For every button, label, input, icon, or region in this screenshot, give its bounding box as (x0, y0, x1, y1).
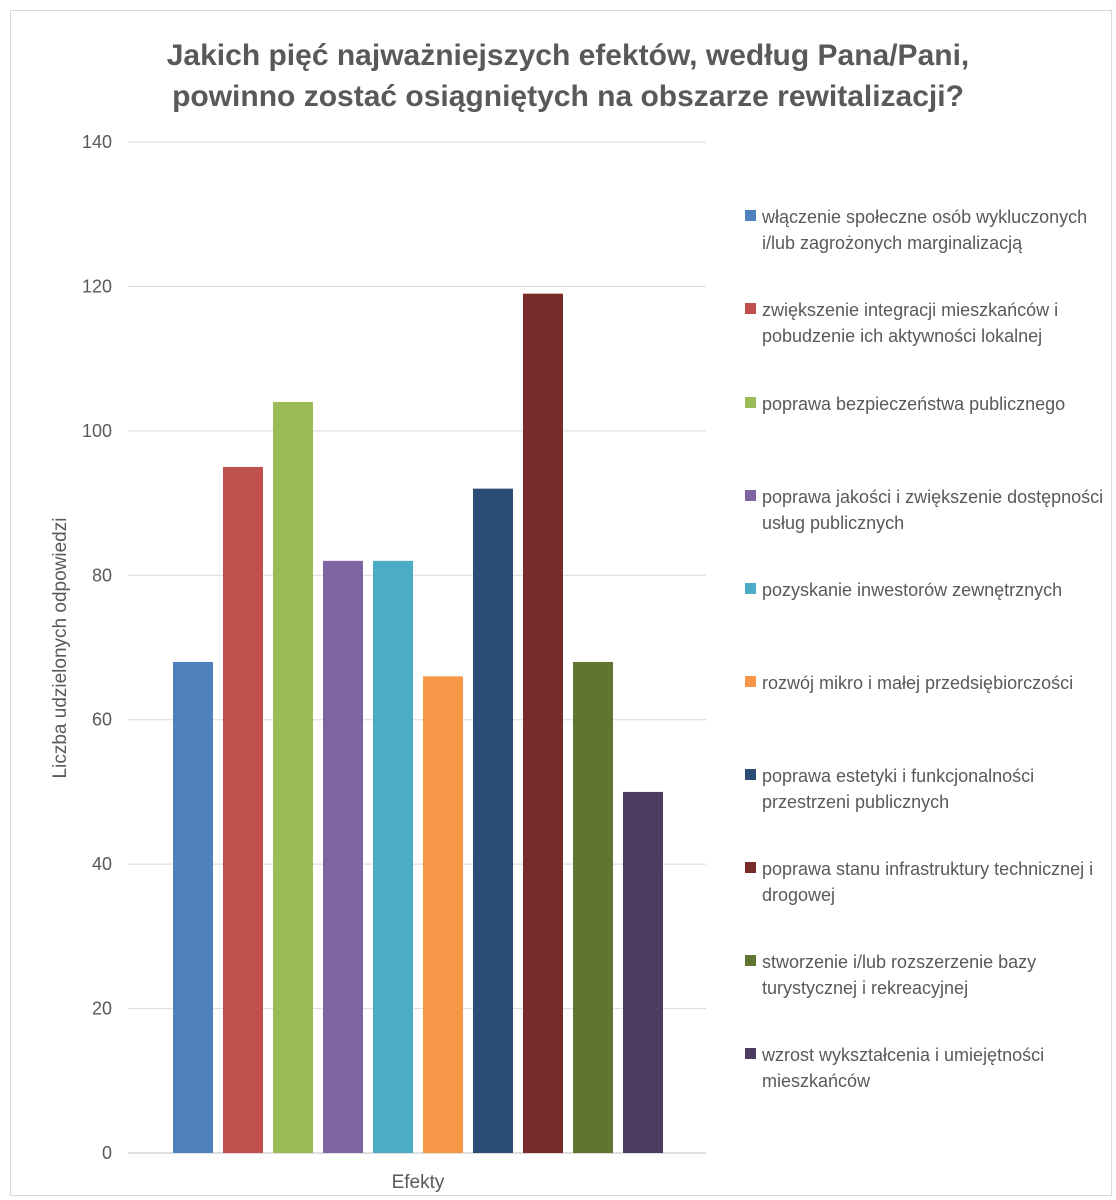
legend-label: zwiększenie integracji mieszkańców i pob… (762, 300, 1059, 346)
bar-4 (323, 560, 363, 1153)
bar-2 (223, 466, 263, 1153)
legend-swatch (745, 303, 756, 314)
bar-9 (573, 661, 613, 1153)
y-tick-label: 20 (92, 999, 112, 1019)
legend-label: poprawa stanu infrastruktury technicznej… (762, 859, 1094, 905)
legend-label: poprawa jakości i zwiększenie dostępnośc… (762, 487, 1104, 533)
y-axis-title: Liczba udzielonych odpowiedzi (50, 518, 71, 779)
legend-swatch (745, 769, 756, 780)
legend-swatch (745, 583, 756, 594)
legend-label: pozyskanie inwestorów zewnętrznych (762, 580, 1063, 600)
legend-label: wzrost wykształcenia i umiejętności mies… (762, 1045, 1045, 1091)
legend-swatch (745, 955, 756, 966)
bar-7 (473, 488, 513, 1154)
y-tick-label: 140 (82, 132, 112, 152)
y-axis-ticks: 0 20 40 60 80 100 120 140 (82, 132, 112, 1163)
gridlines (128, 141, 706, 1154)
bar-5 (373, 560, 413, 1153)
bar-6 (423, 676, 463, 1153)
y-tick-label: 40 (92, 854, 112, 874)
legend-swatch (745, 490, 756, 501)
bar-8 (523, 293, 563, 1153)
y-tick-label: 100 (82, 421, 112, 441)
legend-swatch (745, 862, 756, 873)
bar-3 (273, 401, 313, 1153)
bar-10 (623, 791, 663, 1153)
legend-swatch (745, 397, 756, 408)
y-tick-label: 60 (92, 710, 112, 730)
y-tick-label: 0 (102, 1143, 112, 1163)
legend-label: poprawa estetyki i funkcjonalności przes… (762, 766, 1035, 812)
bar-1 (173, 661, 213, 1153)
legend-label: poprawa bezpieczeństwa publicznego (762, 394, 1066, 414)
legend-swatch (745, 210, 756, 221)
legend-swatch (745, 676, 756, 687)
legend-label: włączenie społeczne osób wykluczonych i/… (762, 207, 1088, 253)
x-axis-title: Efekty (392, 1172, 445, 1193)
y-tick-label: 80 (92, 565, 112, 585)
bars (173, 293, 663, 1154)
legend-label: rozwój mikro i małej przedsiębiorczości (762, 673, 1074, 693)
legend-label: stworzenie i/lub rozszerzenie bazy turys… (762, 952, 1037, 998)
chart-title-line-1: Jakich pięć najważniejszych efektów, wed… (167, 39, 970, 72)
y-tick-label: 120 (82, 276, 112, 296)
chart-title-line-2: powinno zostać osiągniętych na obszarze … (172, 80, 964, 113)
legend-swatch (745, 1048, 756, 1059)
